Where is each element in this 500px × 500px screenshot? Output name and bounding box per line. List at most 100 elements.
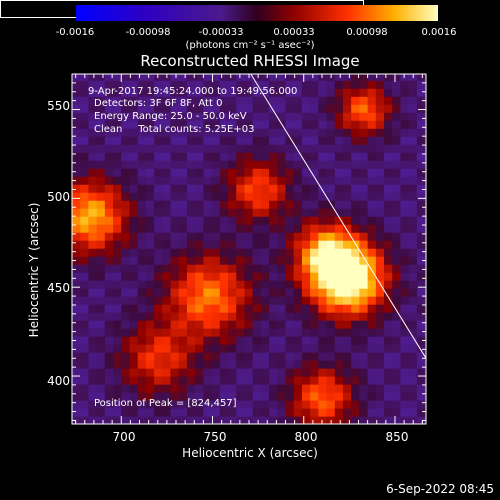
heatmap-cell <box>129 88 139 97</box>
heatmap-cell <box>384 88 393 97</box>
heatmap-cell <box>80 376 90 385</box>
heatmap-cell <box>137 112 147 121</box>
heatmap-cell <box>154 384 163 393</box>
heatmap-cell <box>285 280 295 289</box>
heatmap-cell <box>400 400 410 409</box>
heatmap-cell <box>211 120 221 129</box>
heatmap-cell <box>211 168 221 177</box>
heatmap-cell <box>219 392 229 401</box>
heatmap-cell <box>88 312 98 321</box>
heatmap-cell <box>277 416 287 424</box>
heatmap-cell <box>392 360 402 369</box>
heatmap-cell <box>186 136 196 145</box>
heatmap-cell <box>154 200 163 209</box>
heatmap-cell <box>236 160 246 169</box>
heatmap-cell <box>326 368 336 377</box>
heatmap-cell <box>162 328 172 337</box>
heatmap-cell <box>285 344 295 353</box>
heatmap-cell <box>137 248 147 257</box>
heatmap-cell <box>113 176 122 185</box>
heatmap-cell <box>195 376 204 385</box>
heatmap-cell <box>408 280 418 289</box>
heatmap-cell <box>416 160 426 169</box>
heatmap-cell <box>203 416 213 424</box>
heatmap-cell <box>170 120 180 129</box>
heatmap-cell <box>392 152 402 161</box>
heatmap-cell <box>285 384 295 393</box>
heatmap-cell <box>104 384 114 393</box>
heatmap-cell <box>384 320 393 329</box>
heatmap-cell <box>342 272 352 281</box>
heatmap-cell <box>72 384 81 393</box>
heatmap-cell <box>400 88 410 97</box>
heatmap-cell <box>162 336 172 345</box>
heatmap-cell <box>384 280 393 289</box>
heatmap-cell <box>375 344 385 353</box>
heatmap-cell <box>178 224 188 233</box>
heatmap-cell <box>219 320 229 329</box>
heatmap-cell <box>154 368 163 377</box>
heatmap-cell <box>236 280 246 289</box>
heatmap-cell <box>228 368 237 377</box>
heatmap-cell <box>301 152 311 161</box>
heatmap-cell <box>137 288 147 297</box>
heatmap-cell <box>88 392 98 401</box>
heatmap-cell <box>162 352 172 361</box>
heatmap-cell <box>310 160 319 169</box>
heatmap-cell <box>252 168 262 177</box>
heatmap-cell <box>228 104 237 113</box>
heatmap-cell <box>178 352 188 361</box>
heatmap-cell <box>162 136 172 145</box>
heatmap-cell <box>178 88 188 97</box>
heatmap-cell <box>285 416 295 424</box>
heatmap-cell <box>219 160 229 169</box>
heatmap-cell <box>342 80 352 89</box>
heatmap-cell <box>252 360 262 369</box>
heatmap-cell <box>244 120 254 129</box>
heatmap-cell <box>400 368 410 377</box>
heatmap-cell <box>211 136 221 145</box>
heatmap-cell <box>96 280 106 289</box>
heatmap-cell <box>145 264 155 273</box>
heatmap-cell <box>416 256 426 265</box>
heatmap-cell <box>293 120 303 129</box>
heatmap-cell <box>72 128 81 137</box>
heatmap-cell <box>228 208 237 217</box>
heatmap-cell <box>277 136 287 145</box>
heatmap-cell <box>121 88 131 97</box>
heatmap-cell <box>367 312 377 321</box>
heatmap-cell <box>277 168 287 177</box>
heatmap-cell <box>342 208 352 217</box>
heatmap-cell <box>400 288 410 297</box>
heatmap-cell <box>96 416 106 424</box>
heatmap-cell <box>219 288 229 297</box>
heatmap-cell <box>113 248 122 257</box>
heatmap-cell <box>277 160 287 169</box>
heatmap-cell <box>277 328 287 337</box>
heatmap-cell <box>228 280 237 289</box>
heatmap-cell <box>400 272 410 281</box>
heatmap-cell <box>178 152 188 161</box>
heatmap-cell <box>400 200 410 209</box>
heatmap-cell <box>170 224 180 233</box>
heatmap-cell <box>88 208 98 217</box>
heatmap-cell <box>416 368 426 377</box>
heatmap-cell <box>277 368 287 377</box>
heatmap-cell <box>219 400 229 409</box>
heatmap-cell <box>285 376 295 385</box>
heatmap-cell <box>121 224 131 233</box>
heatmap-cell <box>318 304 328 313</box>
heatmap-cell <box>104 272 114 281</box>
heatmap-cell <box>318 264 328 273</box>
heatmap-cell <box>334 96 344 105</box>
heatmap-cell <box>359 104 369 113</box>
heatmap-cell <box>211 288 221 297</box>
heatmap-cell <box>203 80 213 89</box>
info-energy: Energy Range: 25.0 - 50.0 keV <box>94 111 247 122</box>
heatmap-cell <box>252 264 262 273</box>
heatmap-cell <box>145 88 155 97</box>
heatmap-cell <box>211 280 221 289</box>
heatmap-cell <box>162 232 172 241</box>
heatmap-cell <box>244 96 254 105</box>
heatmap-cell <box>400 360 410 369</box>
